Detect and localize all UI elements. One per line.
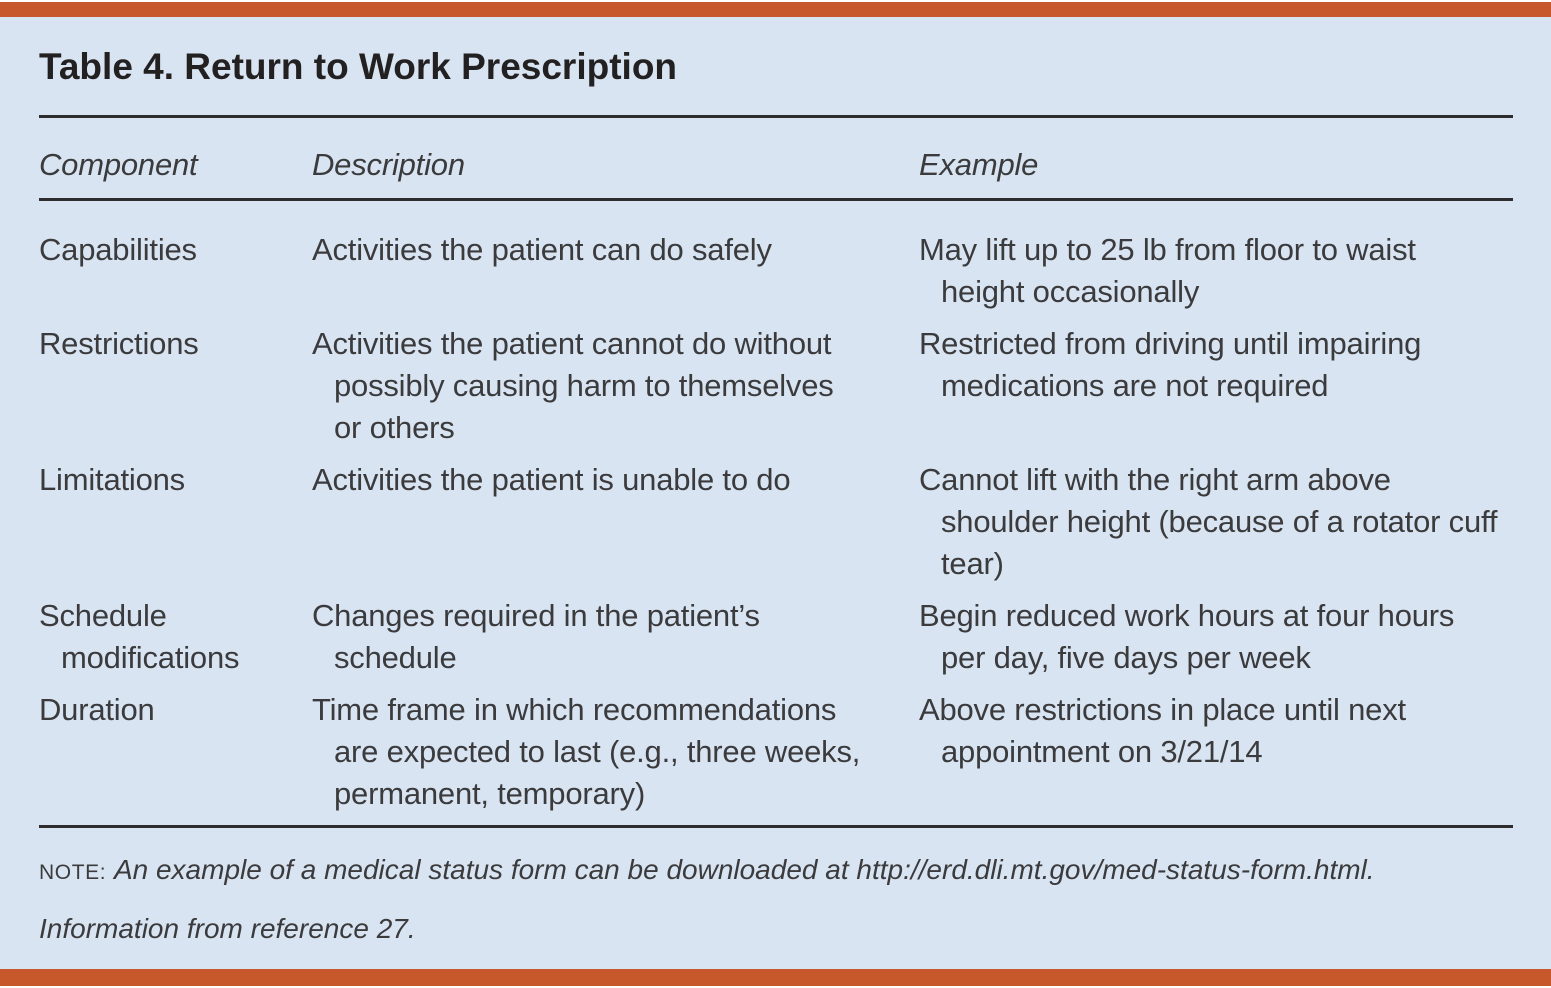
column-header-description: Description [312,147,465,182]
cell-description: Activities the patient is unable to do [312,462,791,497]
divider-above-note [39,825,1513,828]
cell-example: Restricted from driving until impairing … [919,326,1422,403]
cell-example: Above restrictions in place until next a… [919,692,1406,769]
cell-component: Capabilities [39,232,197,267]
cell-component: Duration [39,692,155,727]
cell-description: Activities the patient cannot do without… [312,326,834,445]
table-title: Table 4. Return to Work Prescription [39,46,678,87]
table-panel: Table 4. Return to Work Prescription Com… [0,17,1551,969]
table-row-duration: Duration Time frame in which recommendat… [39,689,1512,815]
cell-description: Time frame in which recommendations are … [312,692,861,811]
cell-description: Activities the patient can do safely [312,232,772,267]
divider-under-title [39,115,1513,118]
column-header-example: Example [919,147,1039,182]
table-row-restrictions: Restrictions Activities the patient cann… [39,323,1512,449]
cell-description: Changes required in the patient’s schedu… [312,598,760,675]
cell-component: Schedule modifications [39,598,240,675]
column-header-component: Component [39,147,198,182]
table-header-row: Component Description Example [39,144,1512,186]
top-accent-bar [0,2,1551,17]
cell-component: Limitations [39,462,185,497]
cell-component: Restrictions [39,326,199,361]
cell-example: Cannot lift with the right arm above sho… [919,462,1498,581]
cell-example: May lift up to 25 lb from floor to waist… [919,232,1416,309]
table-row-limitations: Limitations Activities the patient is un… [39,459,1512,585]
table-body: Capabilities Activities the patient can … [39,229,1513,815]
table-row-capabilities: Capabilities Activities the patient can … [39,229,1512,313]
table-note: NOTE: An example of a medical status for… [39,850,1513,893]
attribution-line: Information from reference 27. [39,913,416,944]
divider-under-header [39,198,1513,201]
cell-example: Begin reduced work hours at four hours p… [919,598,1455,675]
note-text: An example of a medical status form can … [113,854,1375,885]
table-row-schedule-modifications: Schedule modifications Changes required … [39,595,1512,679]
note-label: NOTE: [39,861,107,884]
bottom-accent-bar [0,969,1551,986]
